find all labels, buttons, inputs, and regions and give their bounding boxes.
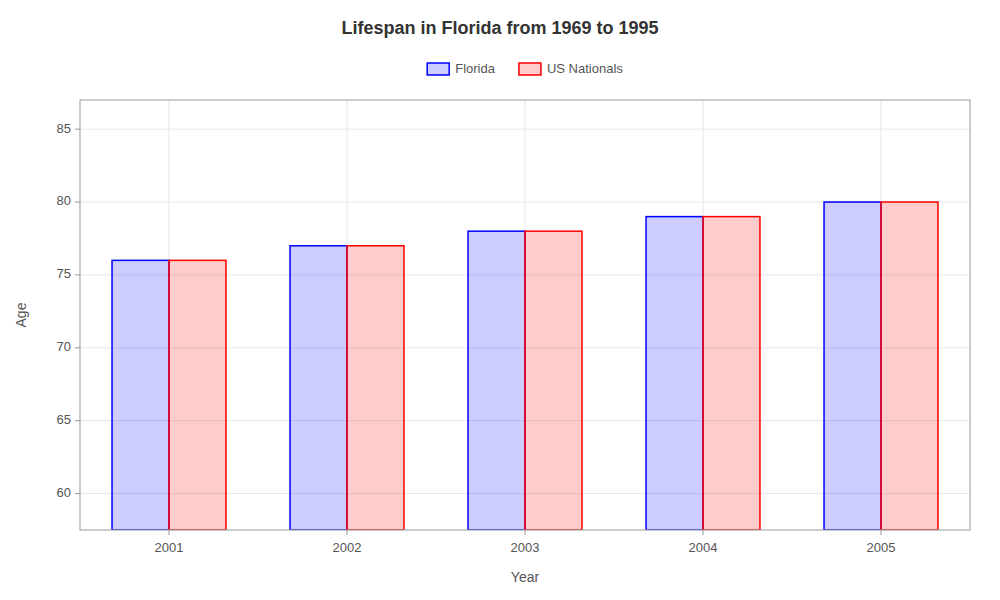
legend-swatch [427,63,449,75]
bar [290,246,347,530]
bar-series [112,202,881,530]
x-tick-label: 2004 [689,540,718,555]
bar [347,246,404,530]
legend-item: US Nationals [519,61,623,76]
x-tick-label: 2001 [155,540,184,555]
y-tick-label: 60 [57,485,71,500]
y-tick [75,129,80,130]
bar [169,260,226,530]
x-axis: 2001 2002 2003 2004 2005 [155,530,896,555]
x-tick [347,530,348,535]
bar-series [169,202,938,530]
y-tick [75,347,80,348]
x-tick [525,530,526,535]
bar [703,217,760,530]
bar [112,260,169,530]
x-tick [881,530,882,535]
x-tick-label: 2003 [511,540,540,555]
x-tick-label: 2005 [867,540,896,555]
legend-label: US Nationals [547,61,623,76]
y-tick [75,420,80,421]
y-tick [75,493,80,494]
legend-item: Florida [427,61,496,76]
legend-swatch [519,63,541,75]
bar [881,202,938,530]
title: Lifespan in Florida from 1969 to 1995 [341,18,658,38]
page: {"chart_data": {"type": "bar", "title": … [0,0,1000,600]
bar [646,217,703,530]
y-tick-label: 70 [57,339,71,354]
y-axis: 60 65 70 75 80 85 [57,121,80,500]
x-tick-label: 2002 [333,540,362,555]
plot-background [80,100,970,530]
y-tick-label: 80 [57,193,71,208]
y-tick [75,274,80,275]
y-tick-label: 75 [57,266,71,281]
x-tick [703,530,704,535]
legend: Florida US Nationals [427,61,623,76]
grid [80,100,970,530]
y-tick [75,202,80,203]
plot-frame [80,100,970,530]
bars [112,202,938,530]
x-axis-label: Year [511,569,540,585]
bar [468,231,525,530]
y-axis-label: Age [13,302,29,327]
bar [824,202,881,530]
legend-label: Florida [455,61,496,76]
chart-container: 60 65 70 75 80 85 2001 2002 2003 2004 2005 Year Age L… [0,0,1000,600]
chart-svg: 60 65 70 75 80 85 2001 2002 2003 2004 2005 Year Age L… [0,0,1000,600]
y-tick-label: 85 [57,121,71,136]
bar [525,231,582,530]
x-tick [169,530,170,535]
y-tick-label: 65 [57,412,71,427]
